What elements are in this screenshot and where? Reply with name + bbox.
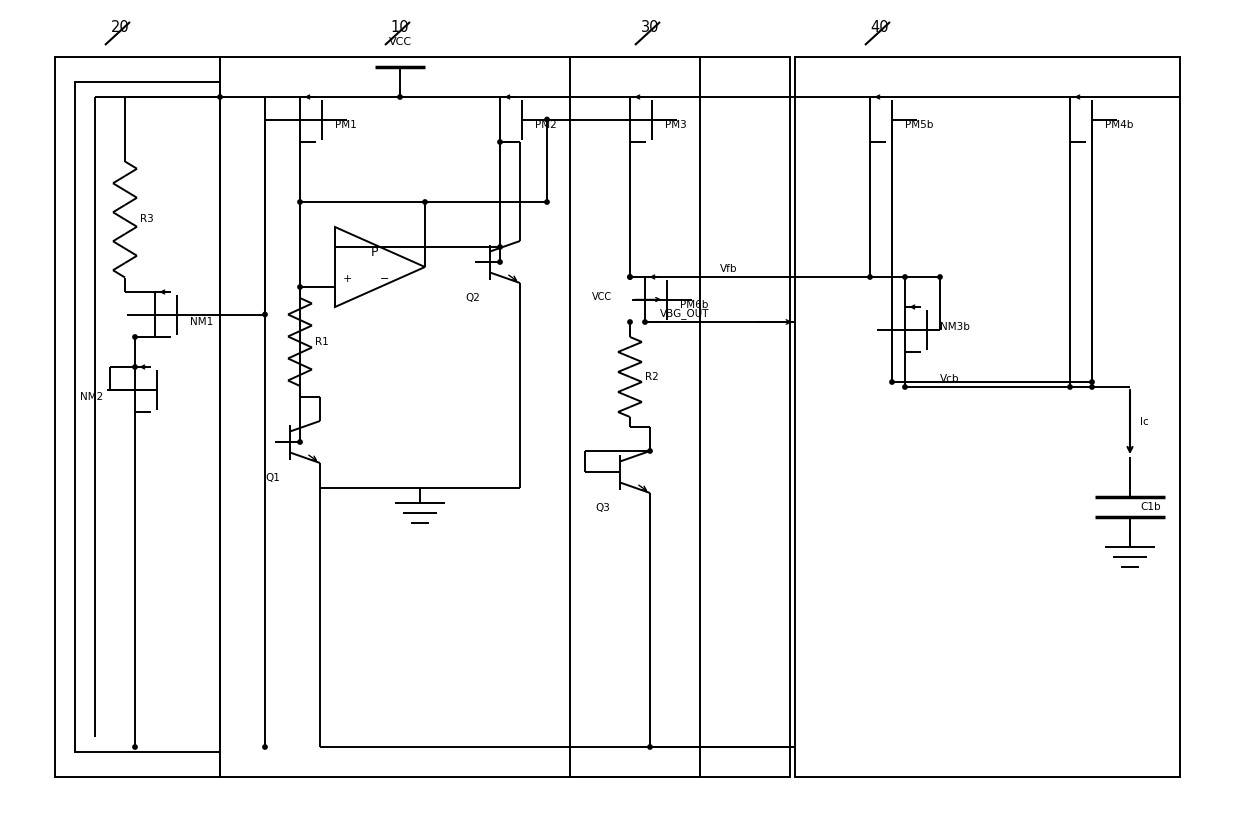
- Text: PM3: PM3: [665, 120, 687, 130]
- Text: PM1: PM1: [335, 120, 357, 130]
- Text: NM1: NM1: [190, 317, 213, 327]
- Circle shape: [627, 275, 632, 280]
- Text: Vcb: Vcb: [940, 374, 960, 384]
- Text: 10: 10: [391, 19, 409, 34]
- Text: PM2: PM2: [534, 120, 557, 130]
- Bar: [74, 82, 219, 752]
- Text: 30: 30: [641, 19, 660, 34]
- Circle shape: [868, 275, 872, 280]
- Text: VCC: VCC: [388, 37, 412, 47]
- Circle shape: [903, 275, 908, 280]
- Circle shape: [133, 745, 138, 749]
- Text: Ic: Ic: [1140, 417, 1148, 427]
- Circle shape: [423, 200, 427, 204]
- Text: Q3: Q3: [595, 503, 610, 513]
- Circle shape: [647, 448, 652, 453]
- Bar: [795, 57, 1180, 777]
- Text: PM4b: PM4b: [1105, 120, 1133, 130]
- Circle shape: [890, 380, 894, 384]
- Text: VBG_OUT: VBG_OUT: [660, 309, 709, 319]
- Text: C1b: C1b: [1140, 502, 1161, 512]
- Text: −: −: [381, 274, 389, 284]
- Circle shape: [937, 275, 942, 280]
- Circle shape: [627, 275, 632, 280]
- Text: PM5b: PM5b: [905, 120, 934, 130]
- Circle shape: [133, 365, 138, 369]
- Circle shape: [497, 140, 502, 144]
- Text: 20: 20: [110, 19, 129, 34]
- Circle shape: [642, 319, 647, 324]
- Bar: [219, 57, 701, 777]
- Text: Q1: Q1: [265, 473, 280, 483]
- Text: Q2: Q2: [465, 293, 480, 303]
- Text: VCC: VCC: [591, 291, 613, 301]
- Circle shape: [497, 260, 502, 264]
- Text: +: +: [342, 274, 352, 284]
- Text: NM2: NM2: [81, 392, 103, 402]
- Text: Vfb: Vfb: [720, 264, 738, 274]
- Circle shape: [263, 312, 267, 317]
- Text: R1: R1: [315, 337, 329, 347]
- Circle shape: [627, 319, 632, 324]
- Text: NM3b: NM3b: [940, 322, 970, 332]
- Circle shape: [544, 200, 549, 204]
- Text: 40: 40: [870, 19, 889, 34]
- Circle shape: [497, 245, 502, 249]
- Circle shape: [544, 117, 549, 121]
- Circle shape: [398, 95, 402, 99]
- Text: R3: R3: [140, 215, 154, 225]
- Text: PM6b: PM6b: [680, 300, 708, 310]
- Circle shape: [298, 285, 303, 290]
- Circle shape: [1090, 380, 1094, 384]
- Circle shape: [133, 334, 138, 339]
- Circle shape: [1068, 385, 1073, 389]
- Circle shape: [903, 385, 908, 389]
- Circle shape: [298, 440, 303, 444]
- Bar: [55, 57, 219, 777]
- Circle shape: [218, 95, 222, 99]
- Circle shape: [298, 200, 303, 204]
- Text: R2: R2: [645, 372, 658, 382]
- Circle shape: [263, 745, 267, 749]
- Text: P: P: [371, 245, 378, 259]
- Bar: [570, 57, 790, 777]
- Circle shape: [1090, 385, 1094, 389]
- Circle shape: [647, 745, 652, 749]
